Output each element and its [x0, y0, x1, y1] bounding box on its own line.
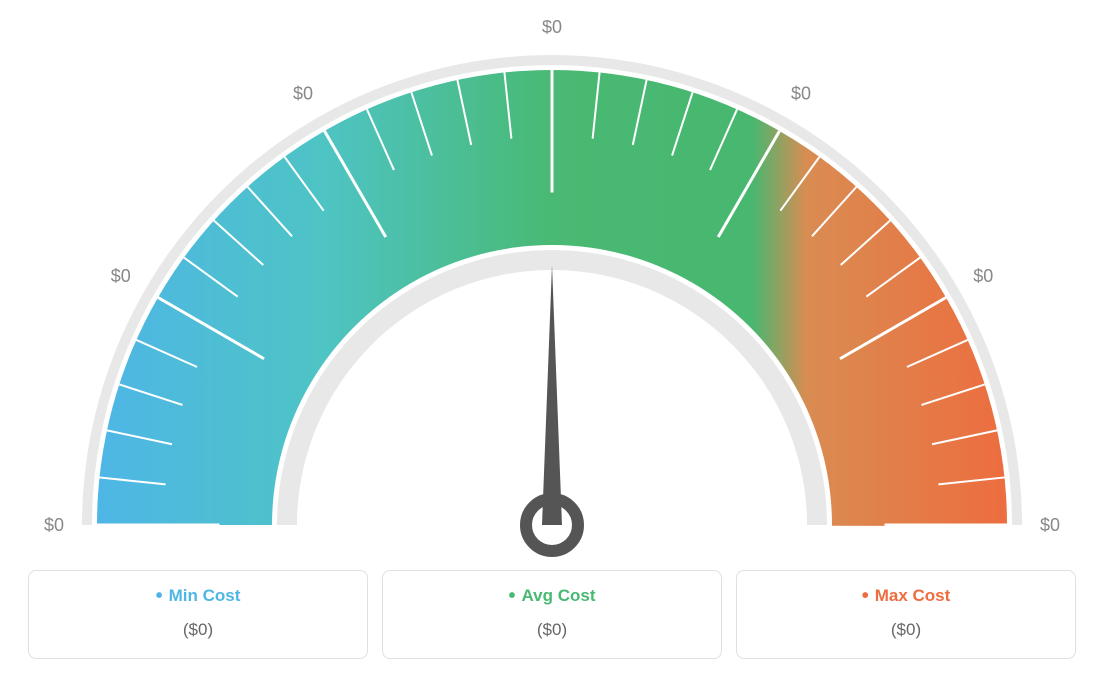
legend-card: • Min Cost ($0): [28, 570, 368, 659]
gauge-container: $0 $0 $0 $0 $0 $0 $0: [22, 20, 1082, 560]
legend-label-text: Max Cost: [875, 586, 951, 605]
gauge-tick-label: $0: [791, 84, 811, 104]
legend-dot-icon: •: [862, 585, 869, 607]
legend-label-text: Avg Cost: [522, 586, 596, 605]
legend-card: • Max Cost ($0): [736, 570, 1076, 659]
gauge-tick-label: $0: [111, 266, 131, 286]
legend-label-text: Min Cost: [169, 586, 241, 605]
legend-dot-icon: •: [508, 585, 515, 607]
gauge-tick-label: $0: [542, 20, 562, 37]
legend-label: • Max Cost: [737, 585, 1075, 608]
legend-value: ($0): [29, 620, 367, 640]
gauge-tick-label: $0: [973, 266, 993, 286]
legend-row: • Min Cost ($0) • Avg Cost ($0) • Max Cost ($0): [20, 570, 1084, 659]
legend-value: ($0): [383, 620, 721, 640]
legend-label: • Min Cost: [29, 585, 367, 608]
legend-label: • Avg Cost: [383, 585, 721, 608]
gauge-svg: $0 $0 $0 $0 $0 $0 $0: [22, 20, 1082, 560]
legend-card: • Avg Cost ($0): [382, 570, 722, 659]
gauge-tick-label: $0: [293, 84, 313, 104]
gauge-tick-label: $0: [1040, 515, 1060, 535]
gauge-tick-label: $0: [44, 515, 64, 535]
gauge-needle: [542, 265, 562, 525]
legend-value: ($0): [737, 620, 1075, 640]
legend-dot-icon: •: [156, 585, 163, 607]
